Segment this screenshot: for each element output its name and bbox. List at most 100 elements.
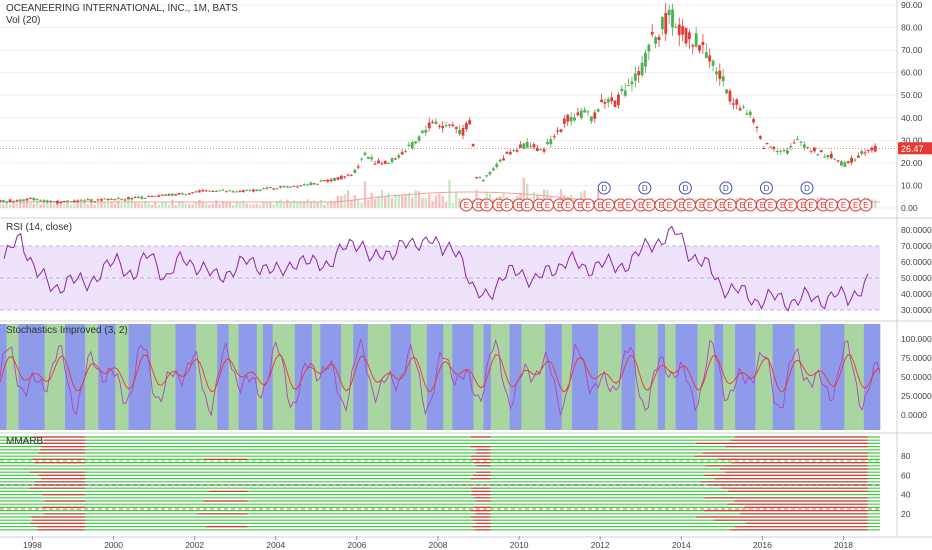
dividend-marker-label: D [804,184,810,193]
stoch-background-band [723,324,736,430]
stoch-background-band [426,324,444,430]
stoch-background-band [44,324,66,430]
candle-body [197,190,201,193]
earnings-marker-label: E [504,201,509,210]
mmarb-panel: 80 60 40 20 [0,436,932,538]
candle-body [184,194,188,196]
candle-body [99,199,103,201]
dividend-marker-label: D [764,184,770,193]
volume-bar [458,198,461,208]
candle-body [630,81,634,85]
volume-bar [434,195,438,208]
stoch-background-band [320,324,342,430]
price-tick-label: 40.00 [901,113,923,123]
candle-body [336,177,340,180]
volume-bar [559,189,563,208]
candle-body [228,190,232,192]
volume-bar [171,199,174,208]
candle-body [786,150,789,154]
candle-body [718,70,722,79]
candle-body [272,188,276,190]
stoch-background-band [217,324,229,430]
candle-body [218,190,222,192]
earnings-marker-label: E [768,201,773,210]
dividend-marker-label: D [682,184,688,193]
candle-body [32,198,36,201]
candle-body [123,199,127,201]
volume-bar [174,204,177,208]
candle-body [79,199,83,201]
earnings-marker-label: E [464,201,469,210]
candle-body [427,122,431,129]
candle-body [546,142,549,145]
candle-body [170,193,174,196]
earnings-marker-label: E [808,201,813,210]
stoch-background-band [490,324,510,430]
candle-body [829,153,833,159]
rsi-panel: 80.0000 70.0000 60.0000 50.0000 40.0000 30.00… [0,225,932,322]
candle-body [18,199,22,202]
candle-body [147,196,151,198]
candle-body [407,144,411,146]
volume-bar [218,204,221,208]
candle-body [738,108,742,111]
earnings-marker-label: E [679,201,684,210]
candle-body [515,150,519,152]
candle-body [262,188,265,190]
volume-bar [448,179,451,208]
candle-body [650,31,654,35]
volume-bar [147,203,150,208]
candle-body [187,193,191,195]
volume-bar [117,200,120,208]
volume-bar [59,201,63,208]
candle-body [836,160,840,162]
candle-body [742,106,745,108]
volume-bar [201,202,204,208]
volume-bar [329,201,333,208]
volume-bar [106,202,110,208]
candle-body [529,146,532,148]
volume-bar [252,204,255,208]
candle-body [755,126,759,128]
candle-body [542,149,546,152]
earnings-marker-label: E [626,201,631,210]
candle-body [775,150,779,152]
candle-body [133,197,137,199]
candle-body [86,199,90,201]
x-tick-label: 2012 [591,540,610,550]
candle-body [306,184,309,186]
candle-body [316,183,320,185]
candle-body [596,109,600,112]
candle-body [201,189,205,192]
candle-body [231,191,235,193]
candle-body [833,158,837,160]
volume-bar [411,197,414,208]
earnings-marker-label: E [525,201,530,210]
earnings-marker-label: E [788,201,793,210]
volume-bar [211,203,215,208]
candle-body [69,201,73,203]
candle-body [586,111,590,113]
candle-body [140,196,144,199]
candle-body [589,116,593,122]
volume-bar [542,189,546,208]
candle-body [583,109,587,113]
volume-bar [19,201,22,208]
earnings-marker-label: E [516,201,521,210]
earnings-marker-label: E [687,201,692,210]
candle-body [49,200,53,202]
candle-body [826,154,830,158]
earnings-marker-label: E [484,201,489,210]
x-tick-label: 2018 [834,540,853,550]
candle-body [275,188,279,190]
stoch-background-band [772,324,795,430]
volume-bar [96,200,100,208]
candle-body [130,197,134,200]
candle-body [157,195,161,197]
candle-body [502,158,505,161]
volume-bar [262,202,265,208]
candle-body [137,196,140,198]
stoch-background-band [196,324,218,430]
stoch-background-band [545,324,563,430]
